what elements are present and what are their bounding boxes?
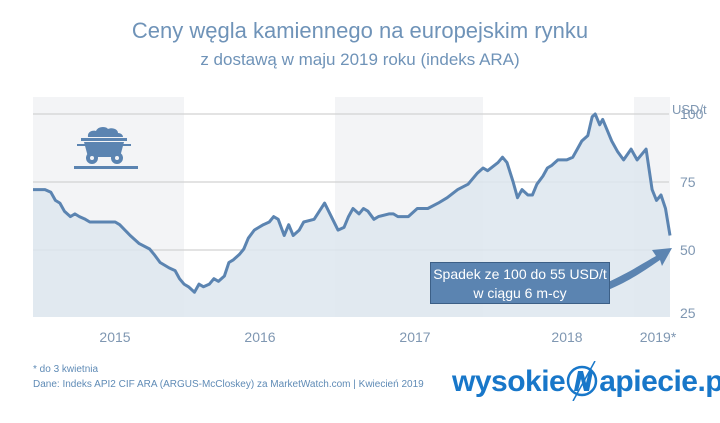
callout-arrow — [608, 248, 672, 290]
mine-cart-icon — [74, 126, 138, 169]
x-tick-2017: 2017 — [399, 329, 431, 345]
x-tick-2018: 2018 — [551, 329, 583, 345]
x-tick-2019: 2019* — [639, 329, 677, 345]
x-tick-2015: 2015 — [99, 329, 131, 345]
brand-logo: wysokie apiecie.pl — [452, 361, 720, 401]
y-tick-100: 100 — [680, 106, 704, 122]
x-tick-2016: 2016 — [244, 329, 276, 345]
source-note: Dane: Indeks API2 CIF ARA (ARGUS-McClosk… — [33, 379, 424, 390]
y-tick-75: 75 — [680, 174, 696, 190]
chart-title: Ceny węgla kamiennego na europejskim ryn… — [131, 18, 589, 43]
logo-text-left: wysokie — [452, 365, 566, 398]
callout-line-1: Spadek ze 100 do 55 USD/t — [433, 266, 607, 282]
logo-n-lightning-icon — [565, 361, 599, 401]
footnote: * do 3 kwietnia — [33, 364, 99, 375]
logo-text-right: apiecie.pl — [599, 365, 720, 398]
chart-subtitle: z dostawą w maju 2019 roku (indeks ARA) — [200, 50, 520, 69]
price-line — [33, 112, 672, 294]
y-tick-50: 50 — [680, 242, 696, 258]
callout-line-2: w ciągu 6 m-cy — [473, 285, 567, 301]
y-axis-unit: USD/t — [672, 102, 707, 117]
callout-box: Spadek ze 100 do 55 USD/t w ciągu 6 m-cy — [430, 262, 610, 304]
y-tick-25: 25 — [680, 305, 696, 321]
